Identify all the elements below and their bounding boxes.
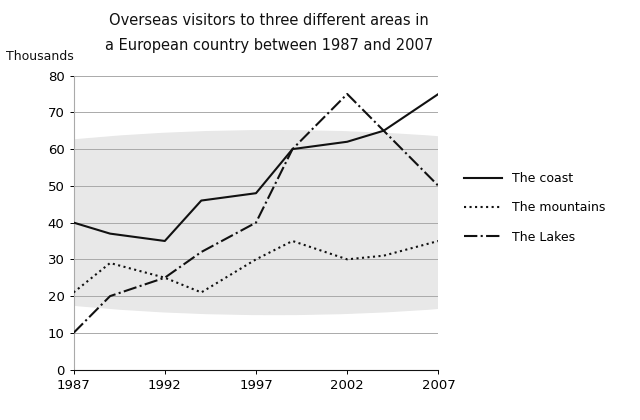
- Text: a European country between 1987 and 2007: a European country between 1987 and 2007: [105, 38, 433, 53]
- Text: Overseas visitors to three different areas in: Overseas visitors to three different are…: [109, 13, 429, 28]
- Text: Thousands: Thousands: [6, 50, 74, 63]
- Legend: The coast, The mountains, The Lakes: The coast, The mountains, The Lakes: [460, 167, 610, 249]
- Circle shape: [0, 131, 640, 315]
